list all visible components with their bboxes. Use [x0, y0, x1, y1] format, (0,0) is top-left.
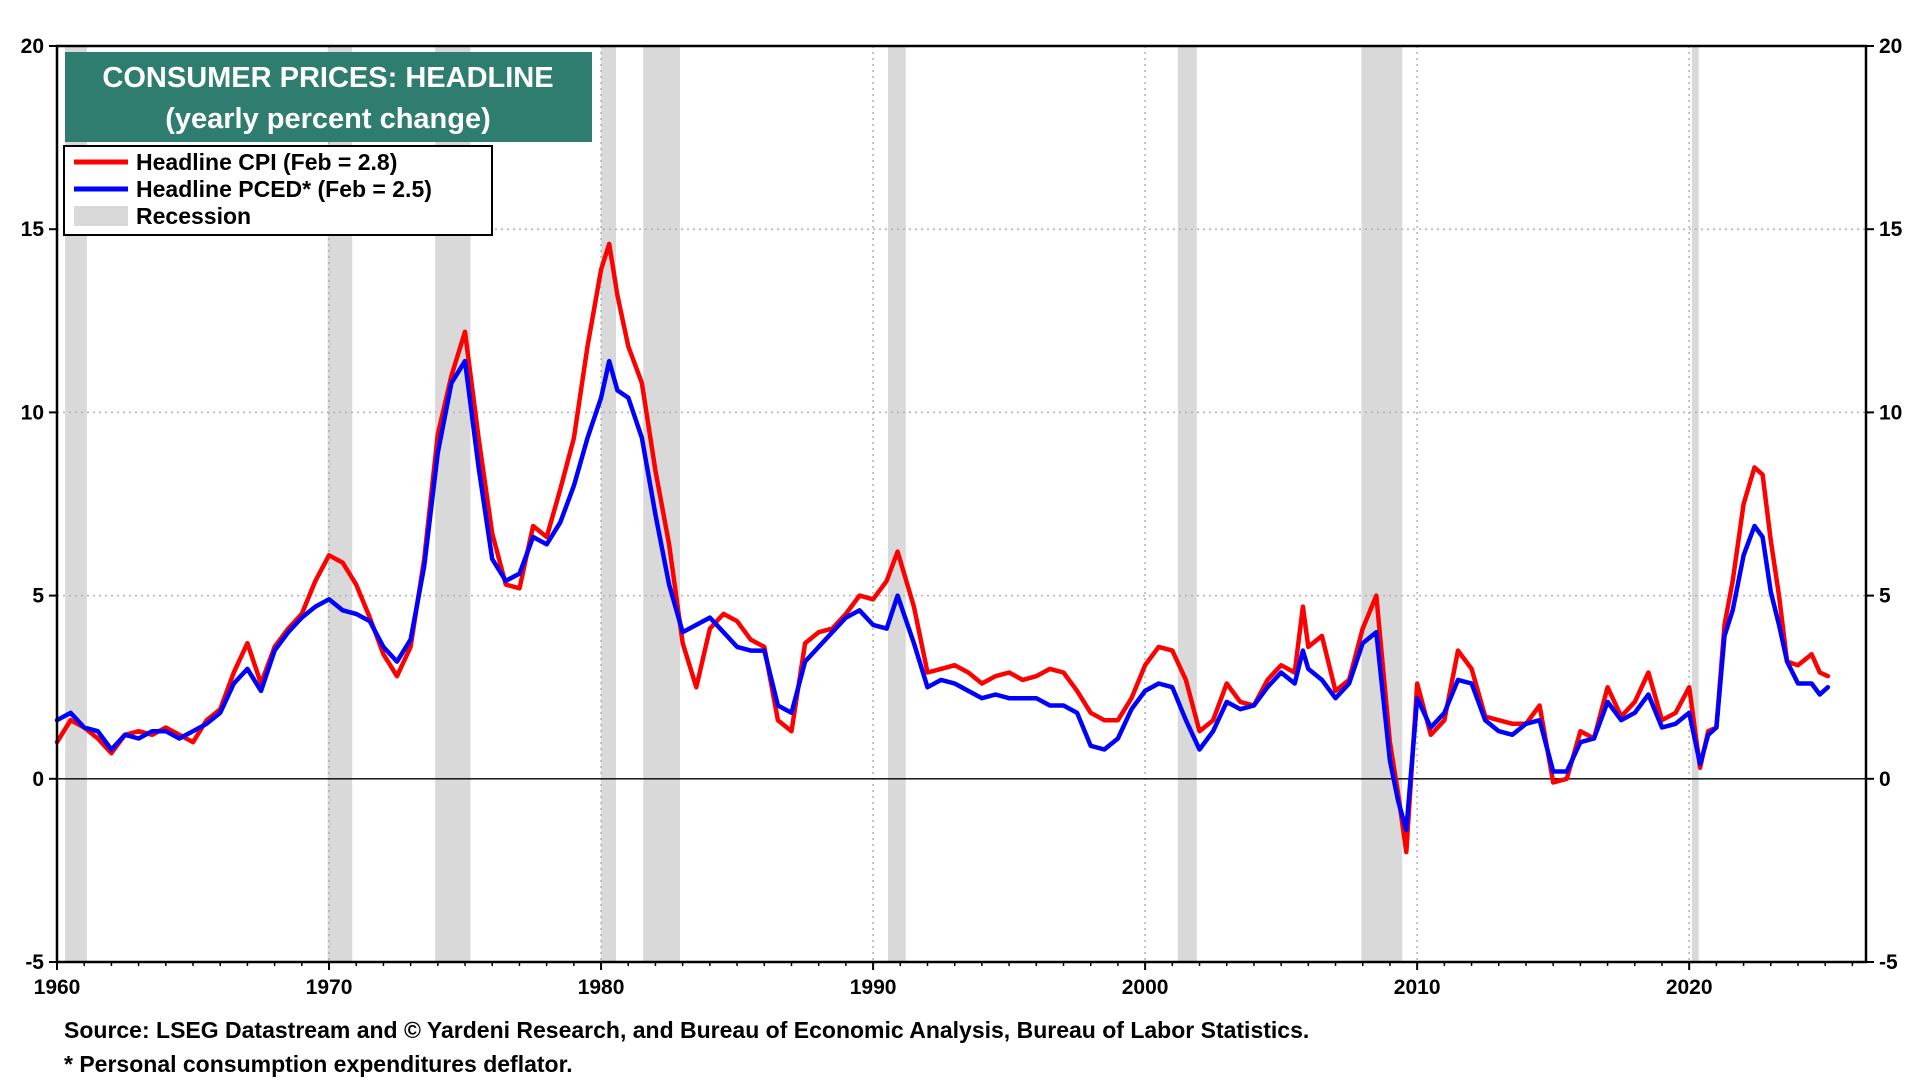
plot-frame — [55, 44, 1868, 964]
y-tick-label-left: 10 — [21, 401, 44, 424]
recession-band-1 — [65, 46, 87, 962]
series-line-pced — [54, 358, 1831, 833]
x-tick-label: 2020 — [1666, 976, 1713, 999]
y-tick-label-left: 15 — [21, 218, 45, 241]
legend-swatch-recession — [74, 206, 128, 226]
x-tick-label: 1970 — [306, 976, 353, 999]
recession-bands — [65, 46, 1699, 962]
y-tick-label-right: 20 — [1879, 35, 1902, 58]
chart-title: CONSUMER PRICES: HEADLINE — [102, 62, 553, 94]
y-tick-label-right: 10 — [1879, 401, 1902, 424]
y-tick-label-left: -5 — [25, 951, 44, 974]
title-background — [65, 52, 592, 142]
y-tick-label-right: -5 — [1879, 951, 1898, 974]
recession-band-8 — [1361, 46, 1403, 962]
y-tick-label-right: 0 — [1879, 768, 1891, 791]
chart-subtitle: (yearly percent change) — [165, 103, 491, 135]
series-lines — [54, 241, 1831, 855]
legend-label-cpi: Headline CPI (Feb = 2.8) — [136, 149, 397, 175]
recession-band-4 — [601, 46, 617, 962]
y-tick-label-left: 5 — [32, 585, 44, 608]
x-tick-label: 1960 — [34, 976, 81, 999]
legend-label-pced: Headline PCED* (Feb = 2.5) — [136, 176, 432, 202]
chart-title-box: CONSUMER PRICES: HEADLINE (yearly percen… — [65, 52, 592, 142]
y-tick-label-right: 5 — [1879, 585, 1891, 608]
recession-band-9 — [1691, 46, 1699, 962]
x-tick-label: 1980 — [578, 976, 625, 999]
x-tick-label: 1990 — [850, 976, 897, 999]
x-tick-label: 2000 — [1122, 976, 1169, 999]
series-line-cpi — [54, 241, 1831, 855]
y-tick-label-left: 0 — [32, 768, 44, 791]
footnote-pced: * Personal consumption expenditures defl… — [64, 1051, 573, 1077]
source-note: Source: LSEG Datastream and © Yardeni Re… — [64, 1017, 1310, 1043]
recession-band-7 — [1177, 46, 1197, 962]
legend: Headline CPI (Feb = 2.8) Headline PCED* … — [63, 145, 493, 236]
x-tick-label: 2010 — [1394, 976, 1441, 999]
legend-box — [63, 145, 493, 236]
legend-label-recession: Recession — [136, 203, 251, 229]
recession-band-6 — [888, 46, 906, 962]
y-tick-label-left: 20 — [21, 35, 44, 58]
y-tick-label-right: 15 — [1879, 218, 1903, 241]
